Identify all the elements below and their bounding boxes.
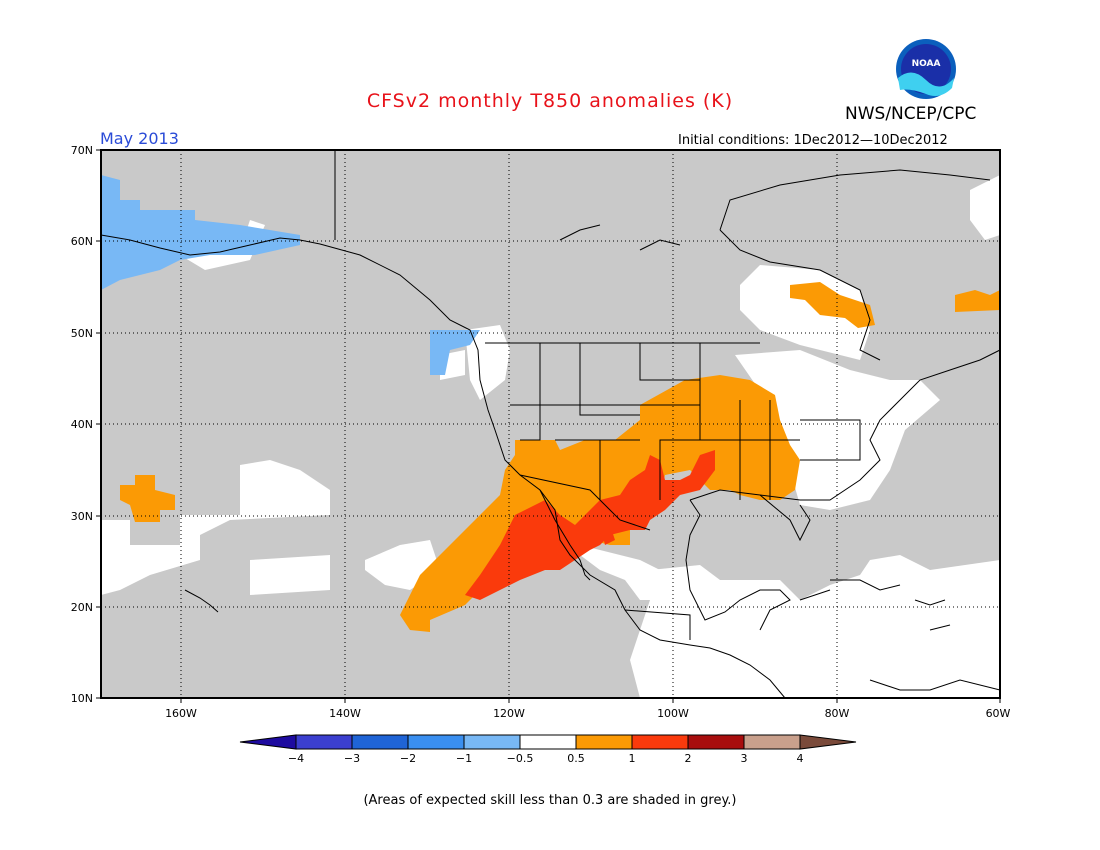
colorbar-segment xyxy=(239,734,297,750)
colorbar-segment xyxy=(407,734,465,750)
colorbar-segment xyxy=(351,734,409,750)
colorbar xyxy=(239,734,857,750)
colorbar-label: 2 xyxy=(685,752,692,765)
lon-label: 80W xyxy=(825,707,850,720)
colorbar-segment xyxy=(295,734,353,750)
lat-label: 10N xyxy=(71,692,93,705)
lat-label: 40N xyxy=(71,418,93,431)
noaa-logo-text: NOAA xyxy=(912,59,941,69)
noaa-logo: NOAA xyxy=(896,39,956,99)
colorbar-label: 4 xyxy=(797,752,804,765)
colorbar-label: 1 xyxy=(629,752,636,765)
lon-label: 100W xyxy=(657,707,689,720)
map-title: CFSv2 monthly T850 anomalies (K) xyxy=(366,90,734,112)
axis-ticks xyxy=(96,149,1001,703)
lon-label: 160W xyxy=(165,707,197,720)
colorbar-labels: −4 −3 −2 −1 −0.5 0.5 1 2 3 4 xyxy=(288,752,804,765)
longitude-labels: 160W 140W 120W 100W 80W 60W xyxy=(165,707,1010,720)
lat-label: 30N xyxy=(71,510,93,523)
initial-conditions-label: Initial conditions: 1Dec2012—10Dec2012 xyxy=(678,133,948,148)
colorbar-label: −1 xyxy=(456,752,472,765)
coastlines xyxy=(100,150,1001,699)
colorbar-label: −3 xyxy=(344,752,360,765)
lat-label: 70N xyxy=(71,144,93,157)
month-label: May 2013 xyxy=(100,129,179,148)
colorbar-label: 0.5 xyxy=(567,752,585,765)
lat-label: 20N xyxy=(71,601,93,614)
strong-warm-anomaly-regions xyxy=(465,450,715,600)
lat-label: 50N xyxy=(71,327,93,340)
lon-label: 60W xyxy=(986,707,1011,720)
colorbar-segment xyxy=(575,734,633,750)
political-boundaries xyxy=(485,342,861,640)
colorbar-segment xyxy=(799,734,857,750)
grid-lines xyxy=(101,150,1000,698)
colorbar-label: −0.5 xyxy=(507,752,534,765)
colorbar-segment xyxy=(687,734,745,750)
colorbar-segment xyxy=(631,734,689,750)
lon-label: 140W xyxy=(329,707,361,720)
skill-note: (Areas of expected skill less than 0.3 a… xyxy=(363,793,737,808)
colorbar-segment xyxy=(463,734,521,750)
colorbar-label: −2 xyxy=(400,752,416,765)
negative-anomaly-regions xyxy=(101,175,480,375)
latitude-labels: 70N 60N 50N 40N 30N 20N 10N xyxy=(71,144,93,705)
colorbar-label: 3 xyxy=(741,752,748,765)
lat-label: 60N xyxy=(71,235,93,248)
colorbar-segment xyxy=(743,734,801,750)
colorbar-segment xyxy=(519,734,577,750)
colorbar-label: −4 xyxy=(288,752,304,765)
org-label: NWS/NCEP/CPC xyxy=(845,104,977,124)
lon-label: 120W xyxy=(493,707,525,720)
